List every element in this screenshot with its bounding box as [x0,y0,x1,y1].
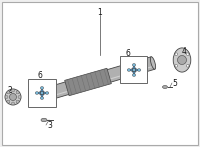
Circle shape [12,89,15,92]
Ellipse shape [40,97,44,100]
Circle shape [5,89,21,105]
Circle shape [7,100,10,103]
Circle shape [5,96,8,98]
Text: 1: 1 [98,7,102,16]
Circle shape [186,53,189,56]
Polygon shape [42,91,48,95]
Ellipse shape [127,69,131,71]
Text: 6: 6 [38,71,42,80]
Circle shape [175,65,178,67]
Polygon shape [132,64,136,70]
Ellipse shape [173,48,191,72]
Polygon shape [40,93,44,99]
Ellipse shape [132,64,136,66]
Ellipse shape [132,74,136,76]
Ellipse shape [45,92,49,94]
Polygon shape [36,91,42,95]
FancyBboxPatch shape [65,68,111,96]
Bar [120,56,147,83]
Circle shape [41,91,44,95]
Circle shape [132,69,136,71]
Ellipse shape [162,86,168,88]
Circle shape [175,53,178,56]
Polygon shape [40,87,44,93]
Ellipse shape [40,87,44,89]
Circle shape [18,96,21,98]
Ellipse shape [150,57,156,69]
Text: 4: 4 [182,46,186,56]
Circle shape [16,91,19,94]
Circle shape [7,91,10,94]
Circle shape [16,100,19,103]
Text: 6: 6 [126,49,130,57]
Polygon shape [132,70,136,76]
Text: 5: 5 [173,78,177,87]
Ellipse shape [34,91,40,103]
Polygon shape [35,57,155,103]
Circle shape [12,102,15,105]
Bar [28,79,56,107]
Circle shape [178,56,186,65]
Ellipse shape [137,69,141,71]
Text: 3: 3 [48,122,52,131]
Circle shape [186,65,189,67]
Polygon shape [128,68,134,72]
Ellipse shape [35,92,39,94]
Ellipse shape [41,118,47,122]
Polygon shape [134,68,140,72]
Text: 2: 2 [8,86,12,95]
Circle shape [10,93,17,101]
